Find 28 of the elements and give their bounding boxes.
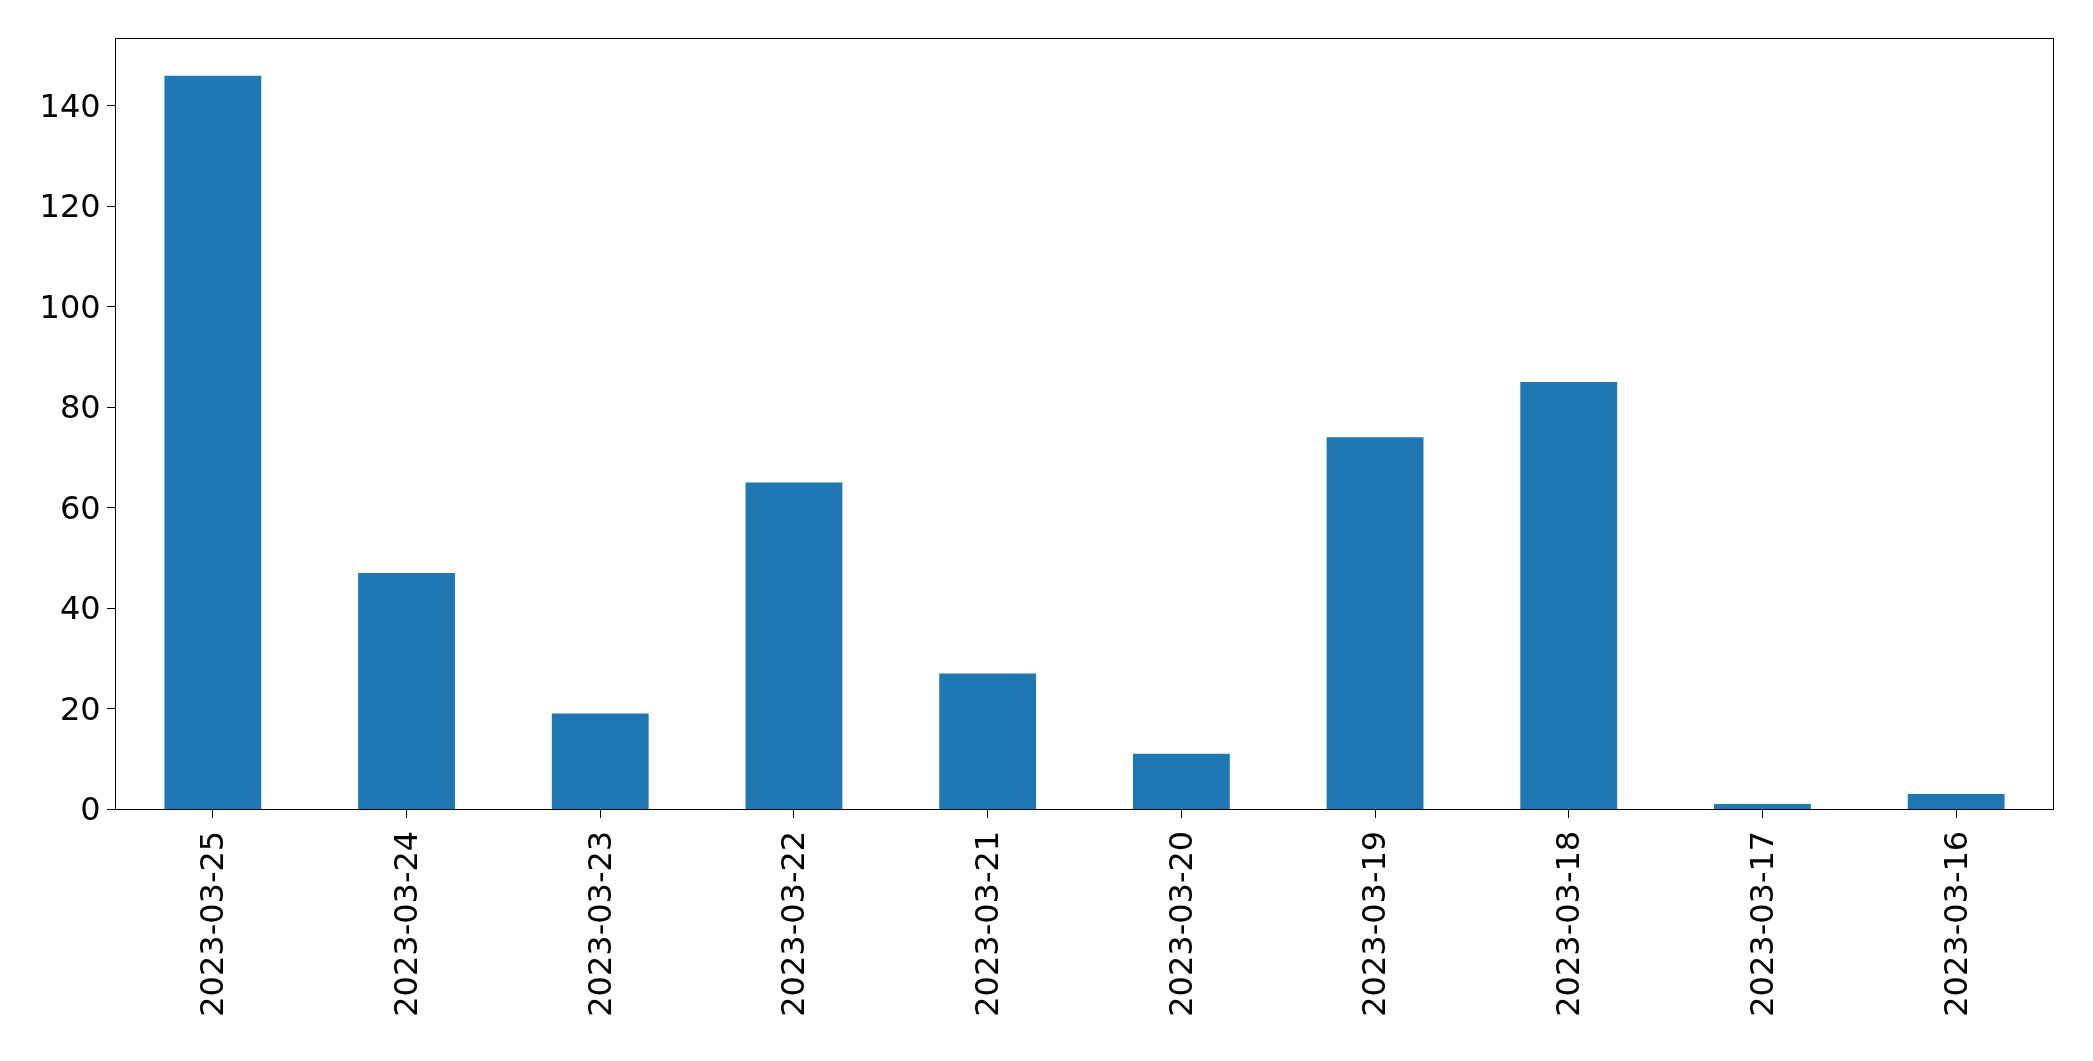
bar [1326,437,1424,809]
y-tick-label: 120 [39,187,101,226]
x-tick-label: 2023-03-21 [968,830,1007,1017]
y-tick-label: 60 [59,488,101,527]
bar [551,713,649,809]
x-tick-label: 2023-03-19 [1355,830,1394,1017]
y-tick-label: 20 [59,689,101,728]
y-tick-label: 0 [80,790,101,829]
x-tick-label: 2023-03-18 [1549,830,1588,1017]
x-tick-label: 2023-03-16 [1936,830,1975,1017]
bar [1132,753,1230,809]
x-tick-label: 2023-03-23 [580,830,619,1017]
y-tick-label: 40 [59,589,101,628]
bar [1520,382,1618,809]
bar [1714,803,1811,809]
x-tick-label: 2023-03-20 [1161,830,1200,1017]
bar [745,482,843,809]
x-tick-label: 2023-03-25 [193,830,232,1017]
y-tick-label: 140 [39,87,101,125]
bar [939,673,1037,809]
x-tick-label: 2023-03-24 [386,830,425,1017]
bar [358,572,455,809]
bar [164,75,262,809]
x-tick-label: 2023-03-22 [774,830,813,1017]
y-tick-label: 80 [59,388,101,427]
x-tick-label: 2023-03-17 [1742,830,1781,1017]
bar [1907,793,2005,809]
y-tick-label: 100 [39,287,101,326]
